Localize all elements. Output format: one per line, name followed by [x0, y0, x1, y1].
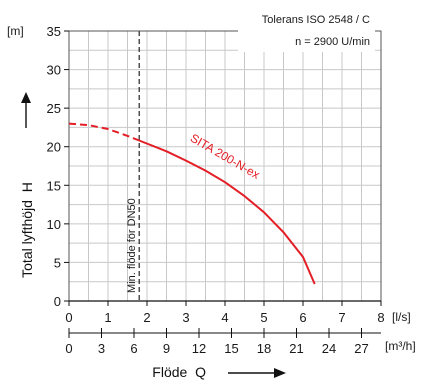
x-axis-arrow-icon: [228, 368, 286, 378]
y-tick-label: 10: [47, 217, 61, 232]
x2-tick-label: 0: [65, 341, 72, 356]
y-tick-label: 0: [54, 294, 61, 309]
x2-tick-label: 12: [192, 341, 206, 356]
y-axis-arrow-icon: [21, 92, 31, 128]
y-axis-ticks: 0 5 10 15 20 25 30 35: [47, 24, 69, 309]
x-axis-ticks-primary: 0 1 2 3 4 5 6 7 8: [65, 301, 385, 325]
x2-tick-label: 15: [224, 341, 238, 356]
min-flow-label: Min. flöde för DN50: [126, 198, 138, 293]
x2-tick-label: 21: [289, 341, 303, 356]
x-tick-label: 3: [182, 310, 189, 325]
pump-curve-dashed-segment: [68, 122, 140, 142]
x-axis-secondary: 0 3 6 9 12 15 18 21 24 27: [65, 328, 381, 356]
y-tick-label: 20: [47, 140, 61, 155]
y-tick-label: 5: [54, 255, 61, 270]
x2-tick-label: 9: [163, 341, 170, 356]
x-tick-label: 6: [299, 310, 306, 325]
pump-curve-solid-segment: [138, 139, 316, 285]
x-tick-label: 0: [65, 310, 72, 325]
x2-tick-label: 27: [354, 341, 368, 356]
speed-text: n = 2900 U/min: [295, 36, 370, 48]
y-tick-label: 35: [47, 24, 61, 39]
x-tick-label: 1: [104, 310, 111, 325]
info-box: [238, 10, 375, 52]
y-axis-title: Total lyfthöjd H: [19, 182, 35, 278]
x-tick-label: 8: [377, 310, 384, 325]
y-tick-label: 15: [47, 178, 61, 193]
y-unit-label: [m]: [7, 24, 24, 38]
tolerance-text: Tolerans ISO 2548 / C: [262, 14, 370, 26]
y-tick-label: 30: [47, 63, 61, 78]
x2-tick-label: 24: [322, 341, 336, 356]
x-tick-label: 2: [143, 310, 150, 325]
x-unit-primary-label: [l/s]: [392, 310, 411, 324]
grid: [69, 31, 381, 301]
x2-tick-label: 6: [130, 341, 137, 356]
pump-curve: [68, 122, 316, 285]
x-axis-title: Flöde Q: [152, 364, 206, 380]
x-tick-label: 7: [338, 310, 345, 325]
x2-tick-label: 18: [257, 341, 271, 356]
x-tick-label: 5: [260, 310, 267, 325]
x-unit-secondary-label: [m³/h]: [385, 339, 416, 353]
y-tick-label: 25: [47, 101, 61, 116]
x-tick-label: 4: [221, 310, 228, 325]
x2-tick-label: 3: [98, 341, 105, 356]
